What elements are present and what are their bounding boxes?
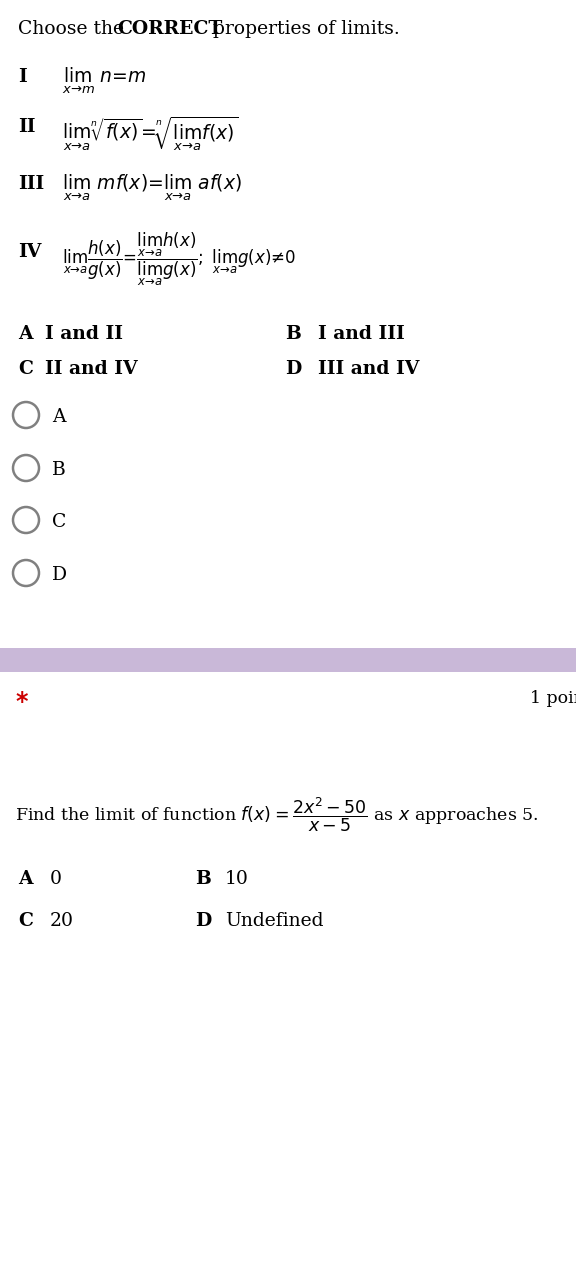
Text: $\lim_{x \to m}\ n = m$: $\lim_{x \to m}\ n = m$ (62, 66, 146, 97)
Circle shape (13, 402, 39, 428)
Bar (0, 648, 576, 672)
Text: III: III (18, 175, 44, 193)
Text: 1 point: 1 point (530, 690, 576, 707)
Text: 20: 20 (50, 912, 74, 930)
Text: B: B (52, 461, 66, 479)
Text: A: A (18, 325, 32, 343)
Text: D: D (195, 912, 211, 930)
Text: 0: 0 (50, 869, 62, 887)
Text: C: C (52, 513, 66, 531)
Text: IV: IV (18, 243, 41, 261)
Circle shape (13, 507, 39, 533)
Text: I and III: I and III (318, 325, 405, 343)
Text: I: I (18, 68, 26, 86)
Text: C: C (18, 361, 33, 377)
Text: B: B (195, 869, 211, 887)
Text: III and IV: III and IV (318, 361, 419, 377)
Text: D: D (52, 565, 67, 583)
Text: A: A (18, 869, 32, 887)
Text: $\lim_{x \to a}\ m f(x) = \lim_{x \to a}\ a f(x)$: $\lim_{x \to a}\ m f(x) = \lim_{x \to a}… (62, 173, 242, 204)
Text: D: D (285, 361, 301, 377)
Text: Undefined: Undefined (225, 912, 324, 930)
Text: $\lim_{x \to a} \dfrac{h(x)}{g(x)} = \dfrac{\lim_{x \to a} h(x)}{\lim_{x \to a} : $\lim_{x \to a} \dfrac{h(x)}{g(x)} = \df… (62, 231, 296, 289)
Text: *: * (15, 690, 28, 714)
Text: Find the limit of function $f(x) = \dfrac{2x^2 - 50}{x - 5}$ as $x$ approaches 5: Find the limit of function $f(x) = \dfra… (15, 795, 539, 833)
Text: $\lim_{x \to a} \sqrt[n]{f(x)} = \sqrt[n]{\lim_{x \to a} f(x)}$: $\lim_{x \to a} \sqrt[n]{f(x)} = \sqrt[n… (62, 115, 238, 153)
Text: II: II (18, 118, 36, 137)
Text: properties of limits.: properties of limits. (207, 21, 400, 39)
Text: Choose the: Choose the (18, 21, 130, 39)
Text: B: B (285, 325, 301, 343)
Circle shape (13, 560, 39, 586)
Text: 10: 10 (225, 869, 249, 887)
Text: CORRECT: CORRECT (117, 21, 222, 39)
Text: C: C (18, 912, 33, 930)
Text: II and IV: II and IV (45, 361, 138, 377)
Text: I and II: I and II (45, 325, 123, 343)
Circle shape (13, 455, 39, 480)
Text: A: A (52, 408, 66, 426)
